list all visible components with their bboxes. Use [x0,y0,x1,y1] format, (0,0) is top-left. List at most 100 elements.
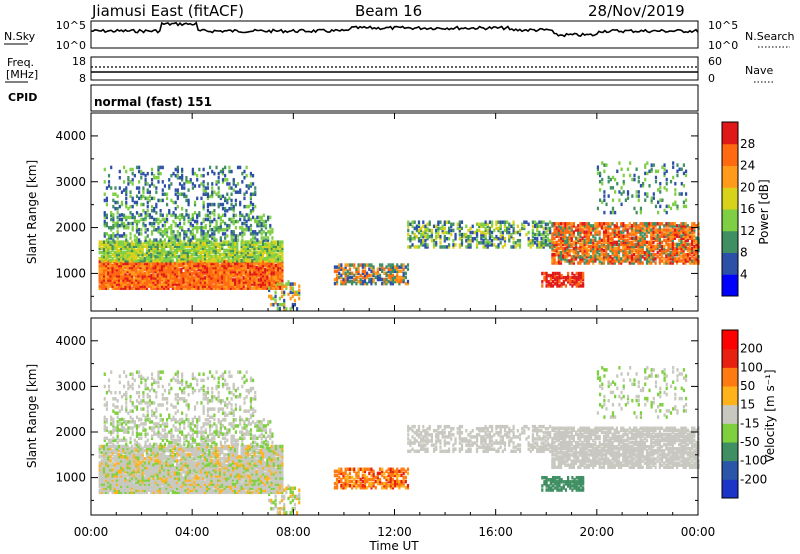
power-cell [667,255,670,259]
power-cell [514,230,517,235]
power-cell [570,259,573,263]
power-cell [186,254,189,259]
power-cell [113,244,116,249]
power-cell [249,248,252,253]
power-cell [225,269,228,274]
power-cell [137,286,140,290]
power-cell [443,245,446,249]
power-cell [234,284,237,288]
power-cell [484,236,487,241]
power-cell [443,239,446,243]
power-cell [246,250,250,255]
power-cell [536,228,539,233]
power-cell [389,263,392,267]
power-cell [437,230,440,235]
power-cell [368,279,371,284]
power-cell [587,224,591,228]
power-cell [503,224,507,229]
power-cell [251,254,254,259]
power-cell [201,278,204,282]
power-cell [657,169,660,174]
power-cell [140,213,143,217]
power-cell [684,234,687,238]
power-cell [289,307,292,311]
power-cell [277,263,280,268]
power-cell [363,279,367,284]
velocity-cell [115,490,118,495]
power-cell [266,256,269,261]
power-cell [131,171,134,176]
power-cell [184,286,187,290]
power-cell [278,282,281,286]
power-cell [544,241,547,245]
power-cell [217,215,220,220]
power-cell [663,261,666,265]
power-cell [255,272,258,276]
power-cell [665,250,668,255]
power-cell [120,278,123,282]
velocity-cell [111,476,114,480]
power-cell [693,259,696,263]
power-cell [195,272,198,276]
power-cell [259,246,263,251]
power-cell [210,248,213,253]
power-cell [344,277,347,282]
power-cell [239,202,242,207]
power-cell [600,257,603,261]
velocity-cell [113,484,116,488]
power-cell [695,257,698,261]
power-cell [226,234,229,238]
power-cell [554,277,557,282]
power-cell [98,269,101,274]
power-cell [439,241,442,245]
power-cell [219,223,222,228]
velocity-cell [135,472,138,476]
power-cell [184,265,187,270]
power-cell [122,276,125,280]
power-cell [568,259,571,263]
power-cell [335,273,339,278]
power-cell [475,230,479,235]
power-cell [201,282,204,286]
power-cell [570,226,573,230]
velocity-cell [126,482,129,486]
power-cell [508,224,511,229]
power-cell [148,272,151,276]
power-cell [193,282,196,286]
power-cell [221,171,225,176]
power-cell [555,250,558,255]
power-cell [577,255,580,259]
power-cell [141,254,144,259]
power-cell [157,180,160,184]
power-cell [178,274,181,278]
power-cell [116,206,119,211]
power-cell [214,254,217,259]
power-cell [135,236,139,240]
power-cell [287,292,290,297]
power-cell [145,242,149,246]
power-cell [158,278,161,282]
power-cell [531,232,535,237]
power-cell [203,246,207,251]
power-cell [278,302,281,307]
power-cell [98,242,101,246]
power-cell [602,242,606,247]
power-cell [201,244,204,249]
power-cell [538,224,541,229]
power-cell [409,234,412,239]
power-cell [529,239,532,243]
power-cell [165,234,169,238]
power-cell [495,234,498,239]
power-cell [661,198,664,202]
power-cell [611,259,614,263]
velocity-cell [100,470,103,474]
power-cell [568,240,571,245]
power-cell [639,208,643,213]
power-cell [590,224,593,228]
power-cell [148,267,151,272]
power-cell [125,223,128,228]
power-cell [682,171,686,176]
power-cell [148,256,151,261]
power-cell [156,274,159,278]
power-cell [110,213,113,218]
